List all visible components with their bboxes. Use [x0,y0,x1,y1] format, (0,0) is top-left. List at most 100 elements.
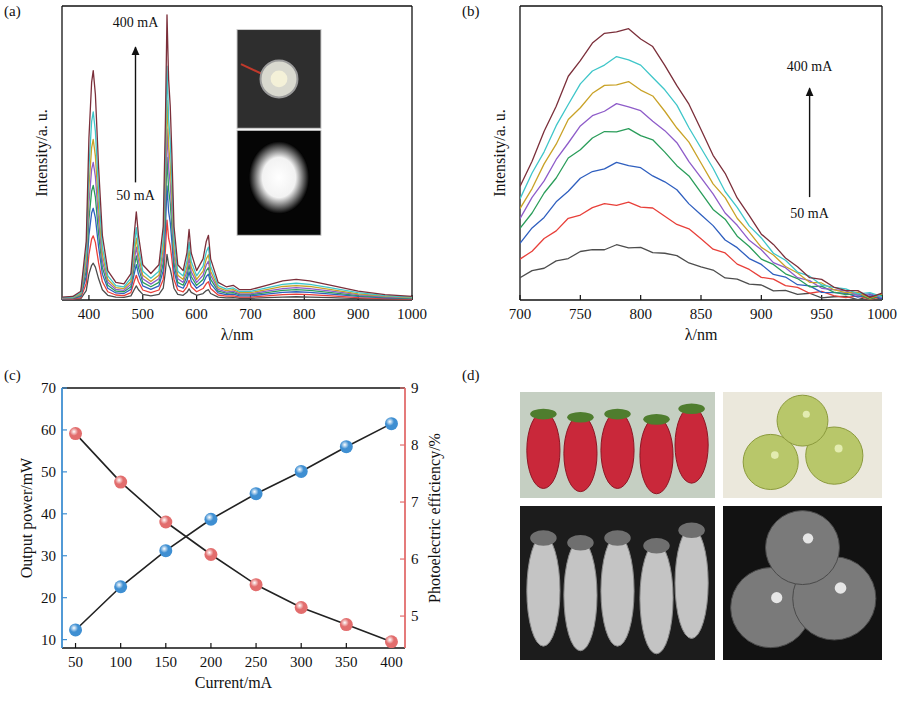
strawberry-leaf [678,403,705,414]
inset-photo [237,30,321,236]
x-tick-label: 500 [132,306,155,322]
strawberry [527,412,560,488]
series-line [520,29,882,298]
x-axis [62,299,412,300]
fruit-highlight [771,592,782,603]
x-tick-label: 400 [78,306,101,322]
y-tick [62,639,67,640]
frame-top [62,5,412,6]
y-tick-label: 10 [41,632,56,648]
x-tick-label: 250 [245,654,268,670]
panel-label: (c) [4,367,21,384]
y-tick-label: 30 [41,548,56,564]
y2-axis [404,388,406,648]
data-point [204,513,217,526]
y-tick [62,597,67,598]
y-tick [62,555,67,556]
annotation: 50 mA [116,188,155,203]
y-tick-label: 40 [41,506,56,522]
annotation-arrow [809,88,810,197]
y2-axis-title: Photoelectric efficiency/% [426,433,444,603]
data-point [114,580,127,593]
data-point [114,476,127,489]
data-point [69,427,82,440]
annotation: 50 mA [790,206,829,221]
frame-top [62,387,405,388]
strawberry [564,415,597,491]
y2-tick [400,387,405,388]
strawberry [640,543,673,654]
panel-label: (b) [462,3,480,20]
inset-glow-photo [237,130,321,235]
x-tick-label: 750 [569,306,592,322]
fruit [766,511,840,585]
x-tick-label: 100 [109,654,132,670]
strawberry-leaf [678,523,705,539]
data-point [340,440,353,453]
y-tick-label: 60 [41,422,56,438]
x-tick-label: 850 [690,306,713,322]
strawberry-leaf [567,535,594,551]
data-point [295,601,308,614]
x-tick [255,643,256,648]
x-tick [142,295,143,300]
photo-background [520,506,715,660]
data-point [69,623,82,636]
y-axis [61,6,62,300]
y2-tick [400,615,405,616]
y-tick-label: 70 [41,380,56,396]
fruit-nir-photo [723,506,882,660]
strawberry-leaf [604,409,631,420]
y2-tick-label: 9 [411,380,419,396]
y-axis [61,388,63,648]
strawberry [640,417,673,493]
strawberry-nir-photo [520,506,715,660]
x-tick-label: 700 [239,306,262,322]
y-axis-title: Intensity/a. u. [491,109,509,197]
x-axis-title: λ/nm [685,326,718,343]
strawberry [601,535,634,646]
x-tick-label: 950 [810,306,833,322]
x-tick-label: 50 [68,654,83,670]
inset-led [261,60,298,97]
data-point [385,417,398,430]
fruit-highlight [803,533,813,543]
data-point [340,618,353,631]
inset-wire [241,64,262,74]
x-tick [761,295,762,300]
x-tick [346,643,347,648]
x-axis-title: Current/mA [195,674,273,691]
x-axis-title: λ/nm [221,326,254,343]
x-tick [88,295,89,300]
x-tick [580,295,581,300]
strawberry-leaf [604,530,631,546]
x-tick-label: 700 [509,306,532,322]
strawberry-leaf [530,409,557,420]
plot-area [520,29,882,300]
series-line [520,57,882,297]
x-tick-label: 350 [335,654,358,670]
x-tick-label: 600 [185,306,208,322]
y-axis [519,6,520,300]
y2-tick-label: 6 [411,551,419,567]
panel-label: (a) [4,3,21,20]
x-tick [120,643,121,648]
x-tick-label: 900 [347,306,370,322]
plot-area [69,417,398,648]
inset-led-photo [237,30,321,129]
y2-tick [400,501,405,502]
figure: (a)4005006007008009001000λ/nmIntensity/a… [0,0,907,714]
series-line [520,202,882,299]
annotation-arrow [135,47,136,182]
data-point [159,544,172,557]
fruit-highlight [771,451,779,459]
strawberry-leaf [567,412,594,423]
y2-tick-label: 5 [411,608,419,624]
x-tick-label: 300 [290,654,313,670]
strawberry [675,528,708,639]
data-point [295,465,308,478]
x-axis [62,647,405,648]
series-line [520,162,882,298]
fruit [777,395,828,446]
fruit-photo [723,392,882,498]
